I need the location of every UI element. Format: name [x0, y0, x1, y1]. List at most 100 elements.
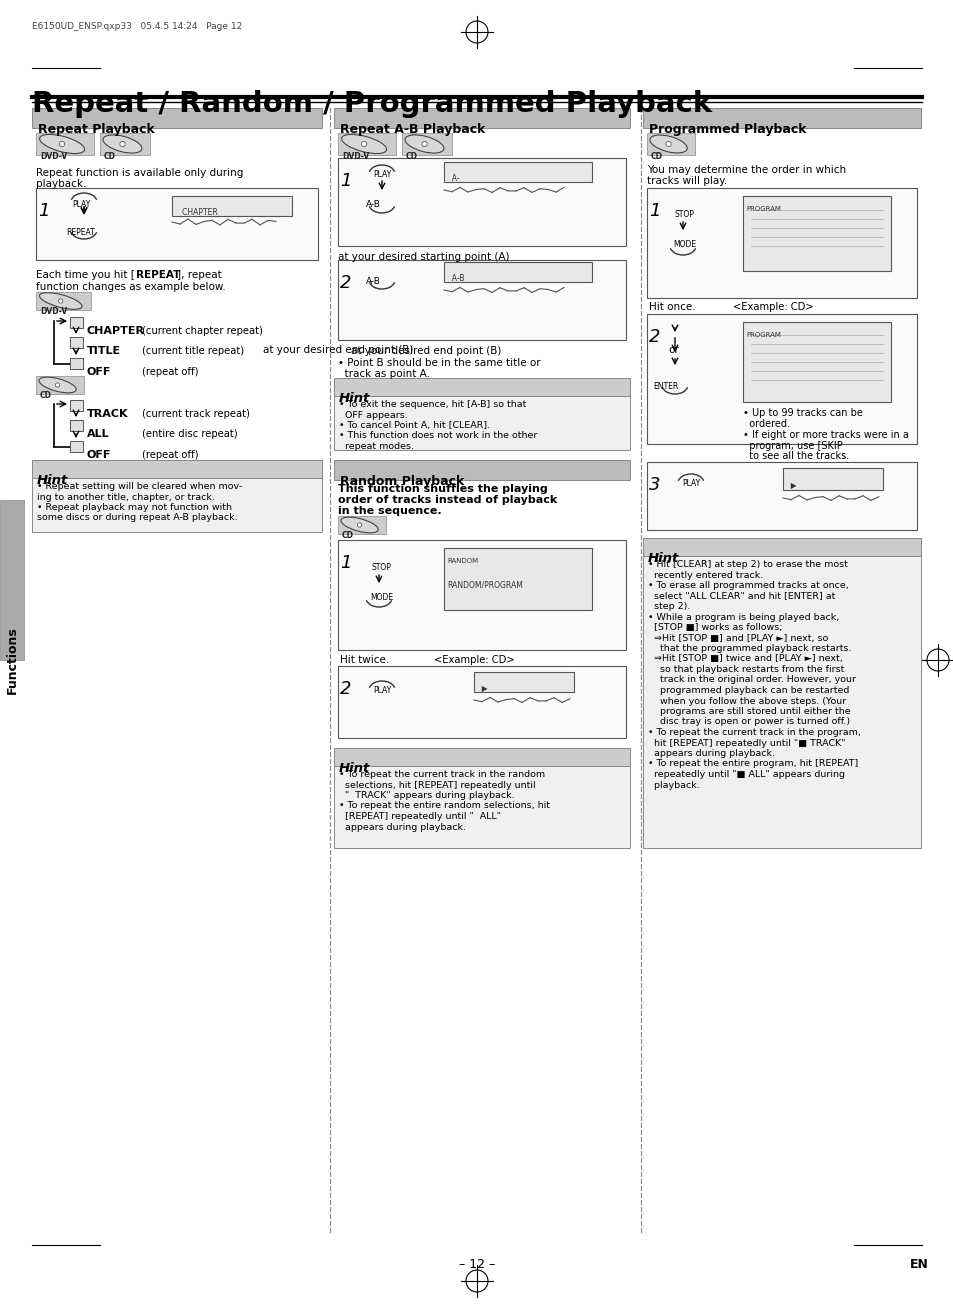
Text: E6150UD_ENSP.qxp33   05.4.5 14:24   Page 12: E6150UD_ENSP.qxp33 05.4.5 14:24 Page 12	[32, 22, 242, 32]
Text: (repeat off): (repeat off)	[142, 368, 198, 377]
Text: – 12 –: – 12 –	[458, 1258, 495, 1271]
Text: • Repeat setting will be cleared when mov-: • Repeat setting will be cleared when mo…	[37, 482, 242, 491]
Text: 1: 1	[339, 172, 351, 190]
Bar	[642, 538, 920, 848]
Bar	[646, 133, 695, 155]
Bar	[32, 108, 322, 127]
Text: ], repeat: ], repeat	[177, 270, 221, 280]
Text: REPEAT: REPEAT	[66, 228, 94, 238]
Text: CD: CD	[406, 152, 417, 161]
Bar	[36, 291, 91, 310]
Text: • To cancel Point A, hit [CLEAR].: • To cancel Point A, hit [CLEAR].	[338, 421, 490, 429]
Bar	[337, 666, 625, 738]
Circle shape	[58, 299, 63, 303]
Text: • To repeat the entire program, hit [REPEAT]: • To repeat the entire program, hit [REP…	[647, 759, 858, 768]
Text: OFF: OFF	[87, 450, 112, 460]
Text: to see all the tracks.: to see all the tracks.	[742, 450, 848, 461]
Text: track in the original order. However, your: track in the original order. However, yo…	[647, 675, 855, 684]
Text: CHAPTER: CHAPTER	[174, 207, 217, 217]
Text: so that playback restarts from the first: so that playback restarts from the first	[647, 664, 843, 674]
Text: • To exit the sequence, hit [A-B] so that: • To exit the sequence, hit [A-B] so tha…	[338, 400, 526, 410]
Bar	[337, 540, 625, 650]
Circle shape	[361, 142, 366, 147]
Bar	[0, 500, 24, 660]
Text: (repeat off): (repeat off)	[142, 450, 198, 460]
Text: ordered.: ordered.	[742, 419, 789, 429]
Text: You may determine the order in which: You may determine the order in which	[646, 165, 845, 175]
Text: at your desired end point (B): at your desired end point (B)	[262, 345, 413, 355]
Text: Repeat function is available only during: Repeat function is available only during	[36, 168, 243, 179]
Text: programs are still stored until either the: programs are still stored until either t…	[647, 706, 850, 716]
Text: appears during playback.: appears during playback.	[647, 748, 774, 758]
Bar	[334, 108, 629, 127]
Text: Hit twice.: Hit twice.	[339, 655, 389, 664]
Text: repeat modes.: repeat modes.	[338, 442, 414, 450]
Text: Each time you hit [: Each time you hit [	[36, 270, 134, 280]
Text: PROGRAM: PROGRAM	[745, 332, 781, 337]
Bar	[646, 188, 916, 298]
Text: playback.: playback.	[647, 780, 699, 789]
Text: ▶: ▶	[785, 481, 796, 490]
Bar	[172, 196, 292, 217]
Text: This function shuffles the playing: This function shuffles the playing	[337, 484, 547, 494]
Text: that the programmed playback restarts.: that the programmed playback restarts.	[647, 643, 851, 653]
Text: Hint: Hint	[338, 762, 370, 775]
Bar	[443, 161, 592, 183]
Text: Hint: Hint	[338, 393, 370, 404]
Text: RANDOM: RANDOM	[447, 558, 477, 565]
Text: 2: 2	[648, 328, 659, 347]
Text: MODE: MODE	[672, 240, 696, 249]
Text: 2: 2	[339, 274, 351, 291]
Text: step 2).: step 2).	[647, 601, 690, 611]
Text: REPEAT: REPEAT	[136, 270, 180, 280]
Bar	[642, 538, 920, 555]
Bar	[646, 462, 916, 530]
Text: • Hit [CLEAR] at step 2) to erase the most: • Hit [CLEAR] at step 2) to erase the mo…	[647, 561, 847, 569]
Bar	[70, 400, 83, 411]
Circle shape	[55, 383, 60, 387]
Text: Hint: Hint	[37, 474, 69, 487]
Bar	[36, 376, 84, 394]
Bar	[70, 420, 83, 431]
Text: programmed playback can be restarted: programmed playback can be restarted	[647, 685, 848, 695]
Bar	[443, 548, 592, 611]
Text: (entire disc repeat): (entire disc repeat)	[142, 429, 237, 439]
Ellipse shape	[103, 135, 142, 154]
Text: 1: 1	[38, 202, 50, 221]
Bar	[334, 460, 629, 481]
Text: DVD-V: DVD-V	[341, 152, 369, 161]
Text: EN: EN	[909, 1258, 928, 1271]
Bar	[443, 263, 592, 282]
Text: CHAPTER: CHAPTER	[87, 326, 145, 336]
Text: • Repeat playback may not function with: • Repeat playback may not function with	[37, 503, 232, 512]
Text: DVD-V: DVD-V	[40, 152, 67, 161]
Text: CD: CD	[104, 152, 116, 161]
Bar	[70, 316, 83, 328]
Ellipse shape	[39, 377, 76, 393]
Bar	[401, 133, 452, 155]
Bar	[32, 460, 322, 532]
Text: function changes as example below.: function changes as example below.	[36, 282, 226, 291]
Text: Programmed Playback: Programmed Playback	[648, 123, 805, 137]
Text: 1: 1	[648, 202, 659, 221]
Text: order of tracks instead of playback: order of tracks instead of playback	[337, 495, 557, 506]
Text: 1: 1	[339, 554, 351, 572]
Ellipse shape	[340, 517, 377, 533]
Ellipse shape	[341, 134, 386, 154]
Bar	[742, 322, 890, 402]
Circle shape	[665, 142, 671, 147]
Bar	[646, 314, 916, 444]
Bar	[70, 337, 83, 348]
Bar	[337, 260, 625, 340]
Text: Repeat / Random / Programmed Playback: Repeat / Random / Programmed Playback	[32, 91, 712, 118]
Text: • To repeat the current track in the random: • To repeat the current track in the ran…	[338, 769, 544, 779]
Ellipse shape	[39, 293, 82, 310]
Text: CD: CD	[341, 530, 354, 540]
Text: PLAY: PLAY	[373, 685, 391, 695]
Text: at your desired starting point (A): at your desired starting point (A)	[337, 252, 509, 263]
Text: ENTER: ENTER	[652, 382, 678, 391]
Text: • To erase all programmed tracks at once,: • To erase all programmed tracks at once…	[647, 580, 848, 590]
Bar	[474, 672, 574, 692]
Text: disc tray is open or power is turned off.): disc tray is open or power is turned off…	[647, 717, 849, 726]
Text: (current chapter repeat): (current chapter repeat)	[142, 326, 263, 336]
